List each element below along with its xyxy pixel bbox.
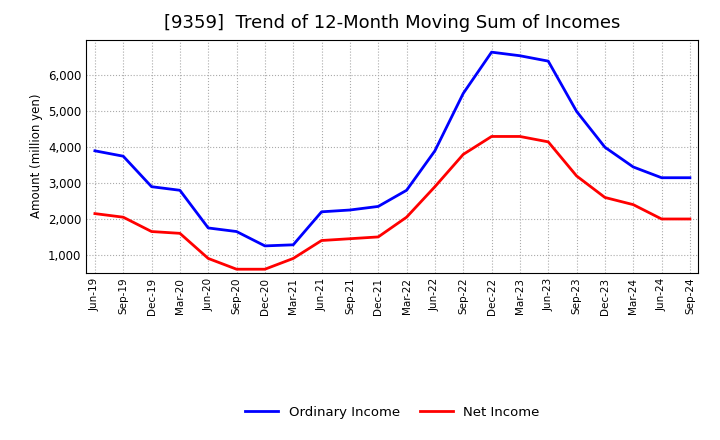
Net Income [233,267,241,272]
Ordinary Income [176,187,184,193]
Ordinary Income [459,91,467,96]
Net Income [318,238,326,243]
Net Income [600,195,609,200]
Net Income [176,231,184,236]
Net Income [431,184,439,189]
Net Income [459,152,467,157]
Ordinary Income [233,229,241,234]
Net Income [148,229,156,234]
Ordinary Income [91,148,99,154]
Ordinary Income [544,59,552,64]
Ordinary Income [119,154,127,159]
Ordinary Income [318,209,326,214]
Ordinary Income [685,175,694,180]
Net Income [402,215,411,220]
Line: Ordinary Income: Ordinary Income [95,52,690,246]
Net Income [374,234,382,239]
Ordinary Income [402,187,411,193]
Net Income [346,236,354,242]
Ordinary Income [431,148,439,154]
Net Income [544,139,552,144]
Ordinary Income [148,184,156,189]
Net Income [572,173,581,179]
Net Income [91,211,99,216]
Net Income [261,267,269,272]
Ordinary Income [204,225,212,231]
Ordinary Income [657,175,666,180]
Ordinary Income [629,164,637,169]
Net Income [204,256,212,261]
Ordinary Income [261,243,269,249]
Ordinary Income [516,53,524,59]
Y-axis label: Amount (million yen): Amount (million yen) [30,94,42,218]
Net Income [487,134,496,139]
Net Income [629,202,637,207]
Ordinary Income [600,145,609,150]
Net Income [685,216,694,222]
Title: [9359]  Trend of 12-Month Moving Sum of Incomes: [9359] Trend of 12-Month Moving Sum of I… [164,15,621,33]
Net Income [289,256,297,261]
Ordinary Income [346,207,354,213]
Ordinary Income [487,50,496,55]
Net Income [516,134,524,139]
Ordinary Income [289,242,297,247]
Ordinary Income [572,109,581,114]
Net Income [119,215,127,220]
Net Income [657,216,666,222]
Legend: Ordinary Income, Net Income: Ordinary Income, Net Income [240,401,545,424]
Ordinary Income [374,204,382,209]
Line: Net Income: Net Income [95,136,690,269]
